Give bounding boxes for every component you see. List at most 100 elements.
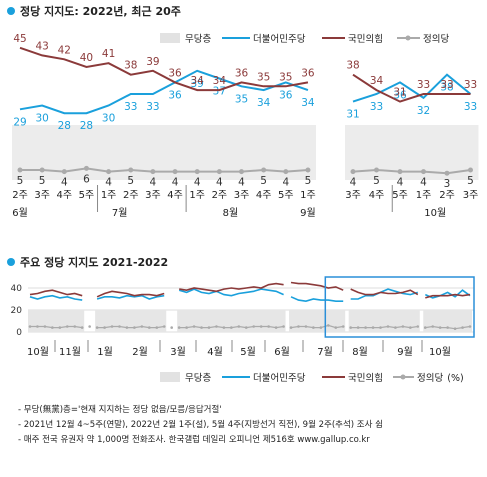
footnote-3: - 매주 전국 유권자 약 1,000명 전화조사. 한국갤럽 데일리 오피니언… [18, 435, 370, 445]
ppp-data-label: 34 [213, 75, 227, 87]
justice-data-label: 4 [172, 177, 179, 189]
justice-point [446, 326, 449, 329]
justice-point [106, 169, 112, 175]
justice-point [83, 165, 89, 171]
ppp-data-label: 35 [279, 71, 292, 83]
democratic-data-label: 38 [440, 82, 453, 94]
legend-democratic-label: 더불어민주당 [253, 34, 306, 45]
month-label: 10월 [429, 346, 451, 358]
ppp-data-label: 45 [13, 33, 26, 45]
justice-point [259, 325, 263, 328]
justice-point [185, 326, 188, 329]
justice-series-line [97, 325, 165, 329]
x-tick-label: 4주 [167, 190, 183, 201]
justice-data-label: 5 [305, 175, 312, 187]
justice-point [215, 325, 218, 328]
month-label: 6월 [274, 346, 290, 358]
ppp-data-label: 39 [146, 56, 159, 68]
democratic-series-line [29, 294, 83, 301]
justice-point [438, 326, 442, 329]
x-tick-label: 2주 [12, 190, 28, 201]
justice-point [192, 325, 196, 328]
x-tick-label: 5주 [392, 190, 408, 201]
x-tick-label: 3주 [145, 190, 161, 201]
justice-data-label: 4 [420, 177, 427, 189]
justice-point [39, 167, 45, 173]
month-label: 7월 [317, 346, 333, 358]
bottom-legend: 무당층 더불어민주당 국민의힘 정의당 (%) [160, 372, 464, 384]
justice-point [177, 326, 181, 329]
justice-data-label: 5 [127, 175, 134, 187]
democratic-data-label: 28 [58, 120, 71, 132]
justice-point [394, 326, 397, 329]
justice-point [252, 325, 256, 328]
justice-data-label: 4 [282, 177, 289, 189]
justice-point [409, 326, 412, 329]
democratic-data-label: 33 [370, 101, 383, 113]
title-bullet-icon [7, 7, 15, 15]
justice-data-label: 5 [39, 175, 46, 187]
ppp-data-label: 36 [168, 67, 182, 79]
justice-data-label: 5 [17, 175, 24, 187]
legend-justice-label: 정의당 (%) [417, 373, 464, 384]
justice-point [88, 325, 91, 328]
justice-point [150, 169, 156, 175]
democratic-data-label: 31 [346, 109, 359, 121]
justice-point [244, 326, 248, 329]
legend-ppp-label: 국민의힘 [348, 373, 383, 384]
democratic-series-line [424, 289, 471, 299]
democratic-data-label: 35 [235, 93, 248, 105]
x-tick-label: 1주 [300, 190, 316, 201]
justice-point [61, 169, 67, 175]
democratic-data-label: 29 [13, 116, 26, 128]
justice-point [261, 167, 267, 173]
justice-point [172, 169, 178, 175]
x-tick-label: 1주 [189, 190, 205, 201]
top-chart-title: 정당 지지도: 2022년, 최근 20주 [20, 4, 181, 18]
democratic-data-label: 34 [257, 97, 271, 109]
justice-data-label: 4 [105, 177, 112, 189]
justice-point [222, 326, 226, 329]
month-label: 6월 [12, 207, 28, 219]
legend-democratic-label: 더불어민주당 [253, 373, 306, 384]
justice-point [110, 325, 114, 328]
justice-point [51, 326, 54, 329]
ppp-series-line [290, 281, 344, 291]
month-label: 4월 [207, 346, 223, 358]
month-label: 5월 [240, 346, 256, 358]
x-tick-label: 4주 [57, 190, 73, 201]
ppp-data-label: 40 [80, 52, 93, 64]
ppp-data-label: 38 [346, 60, 359, 72]
justice-data-label: 5 [260, 175, 267, 187]
justice-point [140, 325, 144, 328]
democratic-data-label: 30 [35, 113, 48, 125]
recent-period-highlight-box [324, 276, 475, 338]
ppp-series-line [425, 293, 471, 299]
justice-point [162, 325, 166, 328]
justice-point [80, 326, 84, 329]
justice-point [36, 325, 39, 328]
justice-point [304, 325, 308, 328]
justice-point [444, 170, 450, 176]
democratic-series-line [290, 296, 344, 303]
month-label: 10월 [27, 346, 49, 358]
ppp-series-line [29, 289, 83, 297]
ppp-data-label: 38 [124, 60, 137, 72]
justice-point [312, 326, 315, 329]
x-tick-label: 5주 [79, 190, 95, 201]
x-tick-label: 1주 [416, 190, 432, 201]
justice-point [297, 325, 300, 328]
justice-point [239, 169, 244, 175]
x-tick-label: 3주 [34, 190, 50, 201]
nonpartisan-band [28, 310, 85, 332]
x-tick-label: 4주 [256, 190, 272, 201]
democratic-data-label: 36 [279, 89, 293, 101]
justice-point [386, 325, 390, 328]
justice-point [379, 326, 382, 329]
democratic-series-line [352, 73, 472, 103]
justice-data-label: 6 [83, 173, 90, 185]
democratic-data-label: 33 [464, 101, 477, 113]
ppp-data-label: 41 [102, 48, 115, 60]
justice-point [274, 326, 278, 329]
month-label: 7월 [112, 207, 128, 219]
